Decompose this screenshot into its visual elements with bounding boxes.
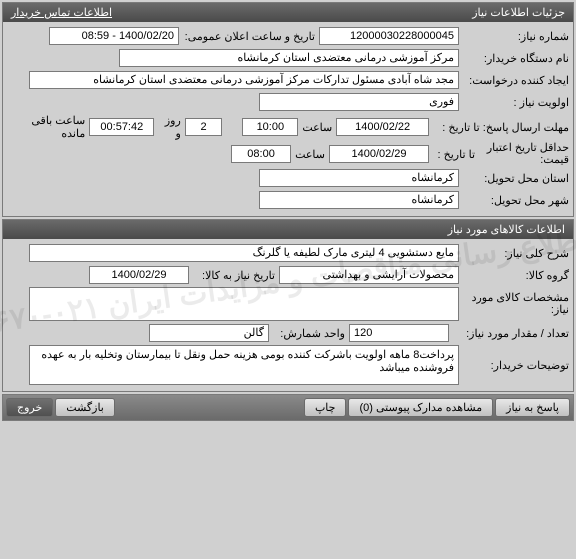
goods-info-header: اطلاعات کالاهای مورد نیاز (3, 220, 573, 239)
credit-date-field: 1400/02/29 (329, 145, 429, 163)
requester-field: مجد شاه آبادی مسئول تدارکات مرکز آموزشی … (29, 71, 459, 89)
group-label: گروه کالا: (459, 269, 569, 282)
priority-field: فوری (259, 93, 459, 111)
deadline-time-label: ساعت (298, 121, 336, 134)
specs-field (29, 287, 459, 321)
announce-label: تاریخ و ساعت اعلان عمومی: (179, 30, 319, 43)
need-details-panel: جزئیات اطلاعات نیاز اطلاعات تماس خریدار … (2, 2, 574, 217)
priority-label: اولویت نیاز : (459, 96, 569, 109)
exit-button[interactable]: خروج (6, 398, 53, 417)
deadline-label: مهلت ارسال پاسخ: تا تاریخ : (429, 121, 569, 134)
city-field: کرمانشاه (259, 191, 459, 209)
notes-label: توضیحات خریدار: (459, 359, 569, 372)
goods-info-panel: اطلاعات کالاهای مورد نیاز شرح کلی نیاز: … (2, 219, 574, 392)
time-remaining-field: 00:57:42 (89, 118, 154, 136)
deadline-time-field: 10:00 (242, 118, 298, 136)
unit-label: واحد شمارش: (269, 327, 349, 340)
announce-field: 1400/02/20 - 08:59 (49, 27, 179, 45)
buyer-org-field: مرکز آموزشی درمانی معتضدی استان کرمانشاه (119, 49, 459, 67)
requester-label: ایجاد کننده درخواست: (459, 74, 569, 87)
province-label: استان محل تحویل: (459, 172, 569, 185)
qty-field: 120 (349, 324, 449, 342)
days-label: روز و (154, 114, 184, 140)
buyer-org-label: نام دستگاه خریدار: (459, 52, 569, 65)
buyer-contact-link[interactable]: اطلاعات تماس خریدار (11, 6, 112, 19)
credit-label: حداقل تاریخ اعتبار قیمت: (479, 142, 569, 166)
button-bar: پاسخ به نیاز مشاهده مدارک پیوستی (0) چاپ… (2, 394, 574, 421)
specs-label: مشخصات کالای مورد نیاز: (459, 292, 569, 316)
province-field: کرمانشاه (259, 169, 459, 187)
credit-time-label: ساعت (291, 148, 329, 161)
attachments-button[interactable]: مشاهده مدارک پیوستی (0) (348, 398, 493, 417)
desc-field: مایع دستشویی 4 لیتری مارک لطیفه یا گلرنگ (29, 244, 459, 262)
remaining-label: ساعت باقی مانده (7, 114, 89, 140)
notes-field: پرداخت8 ماهه اولویت باشرکت کننده بومی هز… (29, 345, 459, 385)
unit-field: گالن (149, 324, 269, 342)
city-label: شهر محل تحویل: (459, 194, 569, 207)
credit-time-field: 08:00 (231, 145, 291, 163)
need-number-label: شماره نیاز: (459, 30, 569, 43)
need-by-field: 1400/02/29 (89, 266, 189, 284)
need-by-label: تاریخ نیاز به کالا: (189, 269, 279, 282)
need-number-field: 12000030228000045 (319, 27, 459, 45)
qty-label: تعداد / مقدار مورد نیاز: (449, 327, 569, 340)
need-details-header: جزئیات اطلاعات نیاز اطلاعات تماس خریدار (3, 3, 573, 22)
desc-label: شرح کلی نیاز: (459, 247, 569, 260)
credit-until-label: تا تاریخ : (429, 148, 479, 161)
print-button[interactable]: چاپ (304, 398, 347, 417)
panel1-title: جزئیات اطلاعات نیاز (472, 6, 565, 19)
deadline-date-field: 1400/02/22 (336, 118, 429, 136)
group-field: محصولات آرایشی و بهداشتی (279, 266, 459, 284)
panel2-title: اطلاعات کالاهای مورد نیاز (448, 223, 565, 236)
back-button[interactable]: بازگشت (55, 398, 115, 417)
days-remaining-field: 2 (185, 118, 223, 136)
reply-button[interactable]: پاسخ به نیاز (495, 398, 570, 417)
